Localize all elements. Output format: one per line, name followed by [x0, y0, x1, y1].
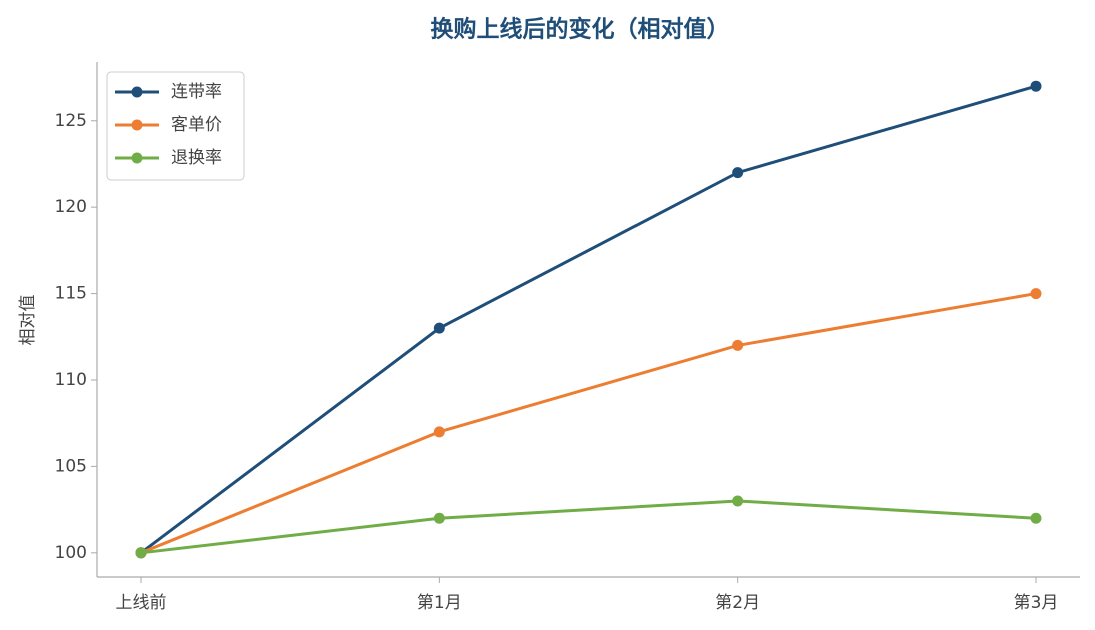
point — [732, 167, 744, 179]
point — [433, 322, 445, 334]
x-tick-label: 第1月 — [417, 593, 462, 613]
x-tick-label: 上线前 — [116, 593, 167, 613]
legend-marker — [131, 152, 143, 164]
line — [140, 292, 1037, 555]
y-axis-label: 相对值 — [18, 295, 38, 346]
line — [140, 84, 1037, 555]
y-tick-label: 110 — [55, 370, 87, 390]
point — [1030, 80, 1042, 92]
legend-label: 客单价 — [171, 115, 222, 135]
point — [1030, 512, 1042, 524]
y-tick-label: 105 — [55, 456, 87, 476]
legend-box — [106, 71, 245, 181]
x-tick-label: 第2月 — [715, 593, 760, 613]
point — [1030, 288, 1042, 300]
y-tick-label: 125 — [55, 111, 87, 131]
y-tick-label: 115 — [55, 284, 87, 304]
y-tick-label: 100 — [55, 543, 87, 563]
x-tick-label: 第3月 — [1014, 593, 1059, 613]
point — [433, 426, 445, 438]
point — [732, 495, 744, 507]
point — [732, 339, 744, 351]
legend-marker — [131, 119, 143, 131]
chart-title: 换购上线后的变化（相对值） — [431, 16, 730, 43]
legend-label: 退换率 — [171, 148, 222, 168]
legend-marker — [131, 86, 143, 98]
line — [140, 499, 1037, 555]
legend-label: 连带率 — [171, 82, 222, 102]
y-tick-label: 120 — [55, 197, 87, 217]
point — [135, 547, 147, 559]
point — [433, 512, 445, 524]
